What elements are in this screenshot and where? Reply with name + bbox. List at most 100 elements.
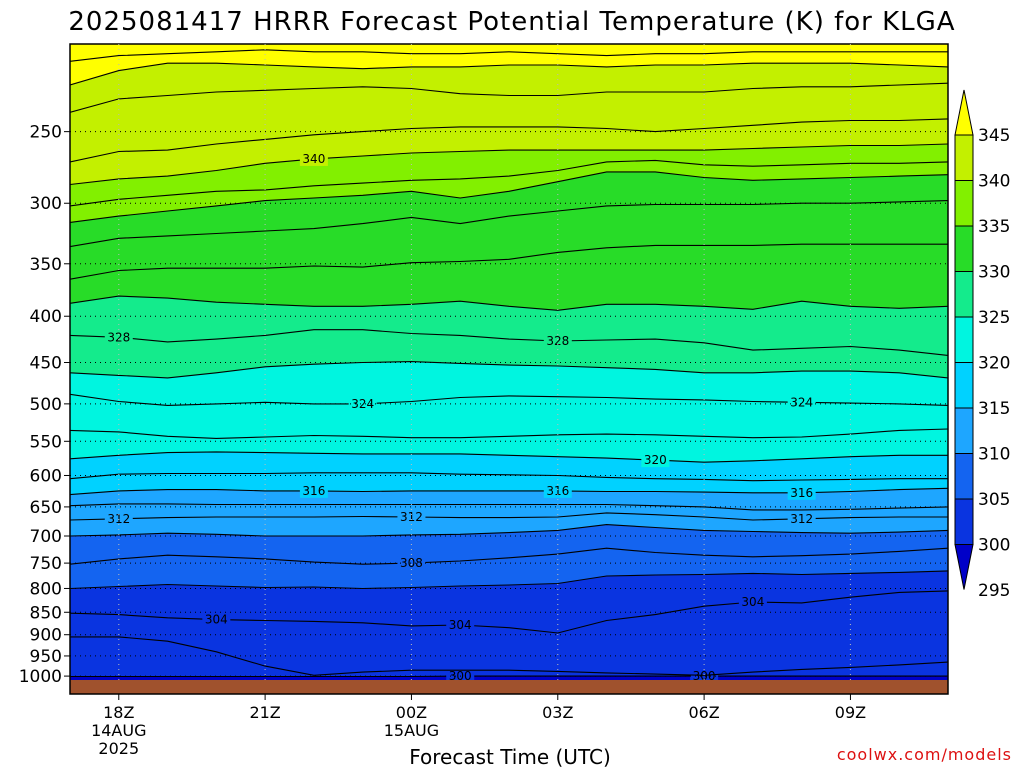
contour-label-bg (299, 151, 328, 166)
contour-label-304: 304 (446, 617, 475, 632)
contour-308 (70, 547, 948, 565)
fill-band-bottom (70, 676, 948, 680)
y-tick-label: 950 (30, 647, 62, 667)
fill-band-328 (70, 296, 948, 356)
colorbar-label: 310 (978, 445, 1010, 465)
fill-band-312 (70, 503, 948, 520)
y-tick-label: 600 (30, 466, 62, 486)
watermark: coolwx.com/models (837, 745, 1012, 764)
fill-band-342 (70, 83, 948, 162)
plot-frame (69, 43, 949, 695)
y-axis: 250 300 350 400 450 500 550 600 650 700 750 800 850 9… (19, 123, 70, 687)
contour-label-text: 304 (449, 618, 472, 632)
contour-label-304: 304 (202, 612, 231, 627)
contour-label-bg (787, 485, 816, 500)
contour-label-text: 316 (302, 484, 325, 498)
contour-label-bg (787, 511, 816, 526)
colorbar-swatch (954, 498, 974, 545)
contour-label-text: 328 (107, 330, 130, 344)
colorbar-label: 335 (978, 217, 1010, 237)
y-tick-label: 800 (30, 579, 62, 599)
contour-340 (70, 143, 948, 186)
colorbar-swatch (954, 316, 974, 363)
contour-332 (70, 243, 948, 280)
colorbar-swatch (954, 225, 974, 272)
fill-band-318 (70, 451, 948, 481)
colorbar: 345 340 335 330 325 320 315 310 305 300 295 (954, 89, 1010, 601)
colorbar-swatch (954, 180, 974, 227)
contour-346 (70, 62, 948, 86)
colorbar-top-arrow (954, 89, 974, 136)
y-tick-label: 650 (30, 498, 62, 518)
y-tick-label: 450 (30, 353, 62, 373)
contour-label-text: 312 (400, 510, 423, 524)
contour-label-bg (397, 556, 426, 571)
fill-band-346 (70, 49, 948, 85)
colorbar-label: 300 (978, 536, 1010, 556)
x-tick-label: 14AUG (91, 721, 146, 740)
x-tick-label: 03Z (542, 703, 573, 722)
contour-310 (70, 524, 948, 537)
y-tick-label: 300 (30, 194, 62, 214)
colorbar-label: 340 (978, 172, 1010, 192)
contour-label-text: 312 (790, 512, 813, 526)
fill-band-306 (70, 548, 948, 589)
contour-label-bg (397, 510, 426, 525)
x-tick-label: 15AUG (384, 721, 439, 740)
contour-label-bg (641, 453, 670, 468)
fill-band-348 (70, 44, 948, 62)
y-tick-label: 550 (30, 432, 62, 452)
contour-342 (70, 118, 948, 163)
colorbar-label: 345 (978, 126, 1010, 146)
contour-label-bg (738, 594, 767, 609)
chart-title: 2025081417 HRRR Forecast Potential Tempe… (68, 7, 955, 37)
contour-336 (70, 171, 948, 223)
colorbar-label: 325 (978, 308, 1010, 328)
fill-band-316 (70, 472, 948, 495)
contour-314 (70, 503, 948, 511)
contour-330 (70, 295, 948, 311)
x-tick-label: 06Z (688, 703, 719, 722)
colorbar-label: 330 (978, 263, 1010, 283)
y-tick-label: 750 (30, 554, 62, 574)
grid-lines (70, 44, 948, 680)
x-tick-label: 09Z (835, 703, 866, 722)
fill-band-336 (70, 160, 948, 223)
contour-label-text: 304 (741, 595, 764, 609)
contour-label-328: 328 (104, 330, 133, 345)
contour-338 (70, 159, 948, 207)
contour-label-text: 308 (400, 556, 423, 570)
contour-label-text: 324 (790, 395, 813, 409)
fill-band-304 (70, 570, 948, 633)
x-tick-label: 18Z (103, 703, 134, 722)
fill-band-332 (70, 200, 948, 280)
contour-label-bg (446, 669, 475, 680)
contour-label-text: 312 (107, 512, 130, 526)
contour-label-316: 316 (787, 485, 816, 500)
fill-band-334 (70, 171, 948, 247)
contour-label-text: 340 (302, 152, 325, 166)
contour-306 (70, 570, 948, 590)
contour-label-324: 324 (787, 395, 816, 410)
x-tick-label: 2025 (98, 739, 139, 758)
contour-348 (70, 49, 948, 62)
fill-band-330 (70, 244, 948, 311)
contour-label-text: 324 (351, 397, 374, 411)
x-axis-label: Forecast Time (UTC) (409, 745, 611, 768)
contour-328 (70, 329, 948, 356)
contour-label-308: 308 (397, 556, 426, 571)
ground-band (70, 680, 948, 694)
contour-label-bg (787, 395, 816, 410)
contour-320 (70, 451, 948, 463)
y-tick-label: 250 (30, 123, 62, 143)
contour-label-300: 300 (446, 669, 475, 680)
y-tick-label: 1000 (19, 667, 62, 687)
contour-label-text: 304 (205, 613, 228, 627)
fill-band-326 (70, 329, 948, 378)
y-tick-label: 350 (30, 255, 62, 275)
contour-label-324: 324 (348, 396, 377, 411)
y-tick-label: 900 (30, 626, 62, 646)
